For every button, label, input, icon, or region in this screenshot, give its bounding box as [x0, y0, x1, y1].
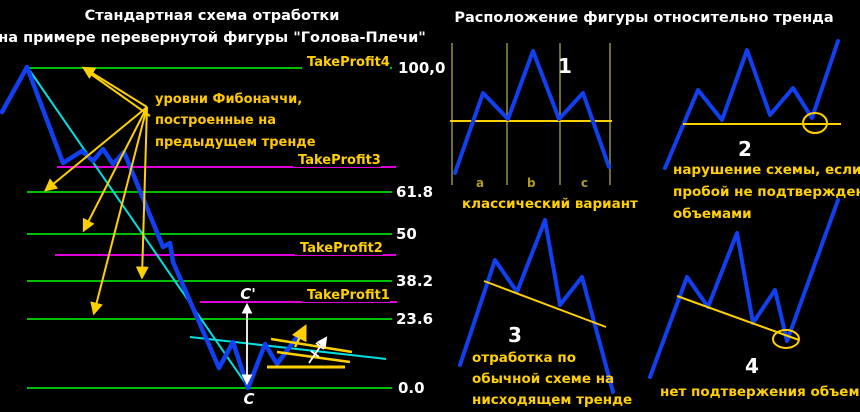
diagram3-caption-line3: нисходящем тренде: [472, 392, 632, 408]
diagram1-pattern: [453, 49, 611, 175]
flag-breakout-arrow: [291, 324, 307, 348]
diagram4-number: 4: [745, 354, 759, 378]
diagram2-break-circle: [802, 112, 828, 134]
takeprofit2-label: TakeProfit2: [300, 241, 383, 256]
diagram1-caption: классический вариант: [462, 196, 638, 212]
fib-label-382: 38.2: [396, 272, 433, 290]
takeprofit4-label: TakeProfit4: [307, 55, 390, 70]
measure-arrow: [308, 336, 328, 364]
fib-arrow-236: [90, 106, 148, 316]
downtrend-line: [27, 67, 249, 388]
fib-label-618: 61.8: [396, 183, 433, 201]
flag-upper-line: [270, 337, 353, 354]
diagram1-section-a: a: [476, 176, 484, 190]
fib-label-236: 23.6: [396, 310, 433, 328]
diagram3-pattern: [458, 218, 615, 394]
diagram4-caption: нет подтвержения объемов: [660, 384, 860, 400]
point-c-label: C: [243, 390, 254, 408]
diagram3-caption-line1: отработка по: [472, 350, 576, 366]
diagram2-caption-line1: нарушение схемы, если: [673, 162, 860, 178]
measure-hash-2: [315, 342, 325, 350]
diagram1-number: 1: [558, 54, 572, 78]
diagram2-caption-line3: объемами: [673, 206, 752, 222]
fib-arrow-50: [82, 106, 148, 233]
takeprofit3-label: TakeProfit3: [298, 153, 381, 168]
fib-arrow-100-tail: [87, 71, 151, 117]
takeprofit1-label-bg: [302, 286, 390, 302]
takeprofit1-label: TakeProfit1: [307, 288, 390, 303]
takeprofit3-label-bg: [293, 151, 381, 167]
point-c-prime-label: C': [240, 285, 256, 303]
annotation-line2: построенные на: [155, 113, 276, 128]
diagram2-pattern: [663, 39, 840, 170]
price-zigzag: [0, 64, 300, 391]
diagram4-break-circle: [772, 329, 800, 349]
fib-label-0: 0.0: [398, 379, 425, 397]
right-title: Расположение фигуры относительно тренда: [454, 10, 833, 26]
measure-hash-1: [310, 350, 320, 358]
left-title-line2: на примере перевернутой фигуры "Голова-П…: [0, 30, 426, 46]
diagram4-pattern: [648, 198, 840, 379]
left-title-line1: Стандартная схема отработки: [85, 8, 340, 24]
fib-label-100: 100,0: [398, 59, 445, 77]
takeprofit4-label-bg: [302, 53, 390, 69]
diagram1-section-c: c: [581, 176, 588, 190]
annotation-line3: предыдущем тренде: [155, 135, 316, 150]
diagram3-number: 3: [508, 323, 522, 347]
fib-arrow-382: [135, 106, 149, 280]
diagram1-section-b: b: [527, 176, 536, 190]
diagram2-number: 2: [738, 137, 752, 161]
annotation-line1: уровни Фибоначчи,: [155, 92, 302, 107]
fib-label-50: 50: [396, 225, 417, 243]
fib-arrow-100: [81, 66, 148, 108]
takeprofit2-label-bg: [295, 239, 383, 255]
diagram3-neckline: [483, 280, 607, 328]
diagram3-caption-line2: обычной схеме на: [472, 371, 614, 387]
fib-arrow-618: [43, 106, 148, 192]
diagram2-caption-line2: пробой не подтвержден: [673, 184, 860, 200]
